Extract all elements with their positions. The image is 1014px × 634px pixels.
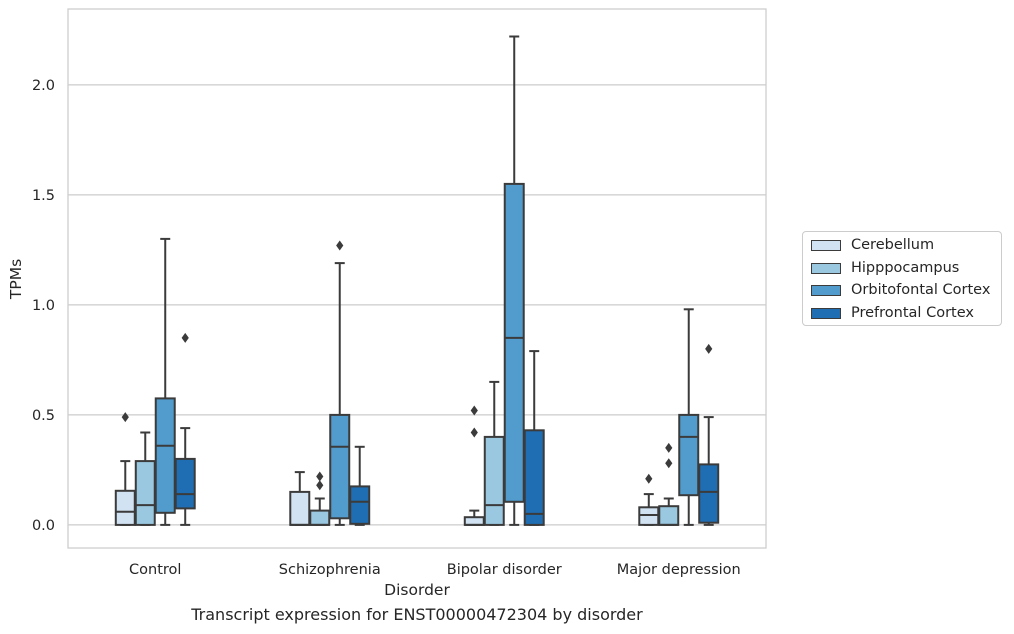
figure-caption: Transcript expression for ENST0000047230… [191, 605, 643, 624]
legend-item-orbitofrontal: Orbitofontal Cortex [811, 281, 990, 299]
outlier-point [181, 332, 189, 343]
box-group [309, 471, 331, 526]
box [174, 457, 196, 510]
legend-swatch-hippocampus [811, 262, 841, 274]
outlier-point [121, 412, 129, 423]
x-tick-labels: Control Schizophrenia Bipolar disorder Majo… [129, 562, 741, 578]
box [658, 505, 680, 526]
box-group [503, 35, 525, 526]
box [463, 516, 485, 526]
x-tick-label: Schizophrenia [279, 562, 381, 578]
box [154, 397, 176, 514]
outlier-point [470, 405, 478, 416]
y-tick-label: 2.0 [32, 78, 55, 94]
box [678, 413, 700, 497]
box [349, 485, 371, 525]
box [523, 429, 545, 526]
box-group [329, 240, 351, 526]
y-tick-label: 1.5 [32, 188, 55, 204]
legend: Cerebellum Hipppocampus Orbitofontal Cor… [802, 231, 1002, 326]
outlier-point [336, 240, 344, 251]
y-tick-label: 0.5 [32, 408, 55, 424]
y-tick-labels: 0.0 0.5 1.0 1.5 2.0 [32, 78, 55, 534]
box-group [523, 350, 545, 526]
legend-label-prefrontal: Prefrontal Cortex [851, 305, 974, 321]
legend-swatch-prefrontal [811, 307, 841, 319]
outlier-point [665, 442, 673, 453]
y-axis-label: TPMs [7, 259, 25, 300]
box-group [349, 445, 371, 526]
outlier-point [705, 343, 713, 354]
outlier-point [665, 458, 673, 469]
legend-label-orbitofrontal: Orbitofontal Cortex [851, 282, 991, 298]
outlier-point [316, 480, 324, 491]
box [503, 182, 525, 503]
x-tick-label: Control [129, 562, 181, 578]
box-group [174, 332, 196, 526]
x-tick-label: Major depression [617, 562, 741, 578]
x-tick-label: Bipolar disorder [447, 562, 562, 578]
legend-label-cerebellum: Cerebellum [851, 237, 935, 253]
legend-swatch-cerebellum [811, 239, 841, 251]
box [309, 509, 331, 526]
box [134, 460, 156, 526]
box [483, 435, 505, 526]
y-tick-label: 0.0 [32, 518, 55, 534]
box [114, 489, 136, 526]
y-tick-label: 1.0 [32, 298, 55, 314]
box-group [678, 308, 700, 526]
legend-item-hippocampus: Hipppocampus [811, 259, 959, 277]
box [329, 413, 351, 520]
legend-label-hippocampus: Hipppocampus [851, 260, 960, 276]
box [698, 463, 720, 524]
legend-item-cerebellum: Cerebellum [811, 236, 934, 254]
box-group [658, 442, 680, 526]
box-group [289, 471, 311, 526]
x-axis-label: Disorder [384, 581, 450, 599]
box-group [154, 237, 176, 526]
box-group [698, 343, 720, 526]
outlier-point [470, 427, 478, 438]
box [638, 506, 660, 526]
outlier-point [645, 473, 653, 484]
box-group [114, 412, 136, 526]
legend-item-prefrontal: Prefrontal Cortex [811, 304, 974, 322]
outlier-point [316, 471, 324, 482]
box [289, 490, 311, 526]
box-plots [114, 35, 720, 526]
legend-swatch-orbitofrontal [811, 284, 841, 296]
